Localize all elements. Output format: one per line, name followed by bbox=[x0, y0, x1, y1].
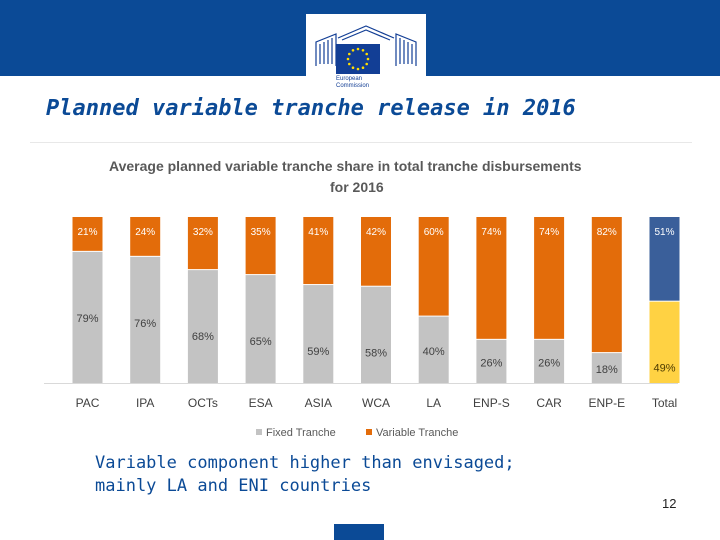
bar-variable-esa bbox=[245, 217, 276, 275]
data-label-variable-ipa: 24% bbox=[135, 227, 155, 238]
bar-fixed-enp-e bbox=[591, 353, 622, 383]
stacked-bar-chart: Average planned variable tranche share i… bbox=[44, 158, 680, 439]
bar-fixed-pac bbox=[72, 251, 103, 383]
data-label-fixed-ipa: 76% bbox=[134, 318, 156, 330]
legend-swatch-fixed bbox=[256, 429, 262, 435]
data-label-fixed-la: 40% bbox=[423, 346, 445, 358]
bar-fixed-car bbox=[534, 339, 565, 383]
data-label-variable-enp-e: 82% bbox=[597, 227, 617, 238]
bar-fixed-octs bbox=[187, 270, 218, 383]
category-label-enp-s: ENP-S bbox=[473, 396, 510, 410]
bar-variable-enp-s bbox=[476, 217, 507, 339]
data-label-fixed-octs: 68% bbox=[192, 331, 214, 343]
data-label-fixed-esa: 65% bbox=[250, 336, 272, 348]
legend-swatch-variable bbox=[366, 429, 372, 435]
bar-fixed-esa bbox=[245, 275, 276, 383]
logo-text: European Commission bbox=[336, 76, 370, 89]
data-label-fixed-asia: 59% bbox=[307, 346, 329, 358]
category-label-wca: WCA bbox=[362, 396, 390, 410]
data-label-fixed-wca: 58% bbox=[365, 348, 387, 360]
bar-fixed-asia bbox=[303, 285, 334, 383]
bar-fixed-total bbox=[649, 301, 680, 383]
bar-variable-ipa bbox=[130, 217, 161, 256]
chart-title-line-2: for 2016 bbox=[330, 179, 384, 195]
note-line-2: mainly LA and ENI countries bbox=[95, 476, 372, 496]
bar-variable-pac bbox=[72, 217, 103, 251]
bar-variable-asia bbox=[303, 217, 334, 285]
category-label-octs: OCTs bbox=[188, 396, 218, 410]
data-label-variable-total: 51% bbox=[654, 227, 674, 238]
eu-flag-icon bbox=[336, 44, 380, 74]
data-label-variable-wca: 42% bbox=[366, 227, 386, 238]
chart-title-line-1: Average planned variable tranche share i… bbox=[109, 158, 582, 174]
data-label-fixed-enp-e: 18% bbox=[596, 364, 618, 376]
bar-variable-octs bbox=[187, 217, 218, 270]
category-label-total: Total bbox=[652, 396, 677, 410]
bar-fixed-wca bbox=[361, 286, 391, 383]
chart-container: Average planned variable tranche share i… bbox=[30, 142, 692, 453]
bar-variable-car bbox=[534, 217, 565, 339]
data-label-fixed-pac: 79% bbox=[76, 313, 98, 325]
bar-fixed-enp-s bbox=[476, 339, 507, 383]
legend-label-fixed: Fixed Tranche bbox=[266, 427, 336, 439]
category-label-enp-e: ENP-E bbox=[588, 396, 625, 410]
category-label-ipa: IPA bbox=[136, 396, 154, 410]
bar-fixed-la bbox=[418, 316, 449, 383]
slide-note: Variable component higher than envisaged… bbox=[95, 452, 515, 498]
european-commission-logo: European Commission bbox=[306, 14, 426, 98]
data-label-variable-car: 74% bbox=[539, 227, 559, 238]
data-label-variable-la: 60% bbox=[424, 227, 444, 238]
bar-variable-total bbox=[649, 217, 680, 301]
category-label-car: CAR bbox=[536, 396, 562, 410]
data-label-variable-pac: 21% bbox=[77, 227, 97, 238]
footer-bar bbox=[334, 524, 384, 540]
data-label-fixed-total: 49% bbox=[653, 363, 675, 375]
data-label-variable-enp-s: 74% bbox=[481, 227, 501, 238]
category-label-esa: ESA bbox=[249, 396, 273, 410]
category-label-la: LA bbox=[426, 396, 441, 410]
category-label-asia: ASIA bbox=[305, 396, 332, 410]
data-label-fixed-enp-s: 26% bbox=[480, 357, 502, 369]
bar-variable-enp-e bbox=[591, 217, 622, 353]
note-line-1: Variable component higher than envisaged… bbox=[95, 453, 515, 473]
legend-label-variable: Variable Tranche bbox=[376, 427, 458, 439]
data-label-variable-octs: 32% bbox=[193, 227, 213, 238]
slide-title: Planned variable tranche release in 2016 bbox=[46, 96, 576, 121]
bar-variable-wca bbox=[361, 217, 391, 286]
bar-variable-la bbox=[418, 217, 449, 316]
data-label-variable-esa: 35% bbox=[251, 227, 271, 238]
category-label-pac: PAC bbox=[76, 396, 100, 410]
data-label-fixed-car: 26% bbox=[538, 357, 560, 369]
page-number: 12 bbox=[662, 496, 677, 511]
bar-fixed-ipa bbox=[130, 256, 161, 383]
data-label-variable-asia: 41% bbox=[308, 227, 328, 238]
